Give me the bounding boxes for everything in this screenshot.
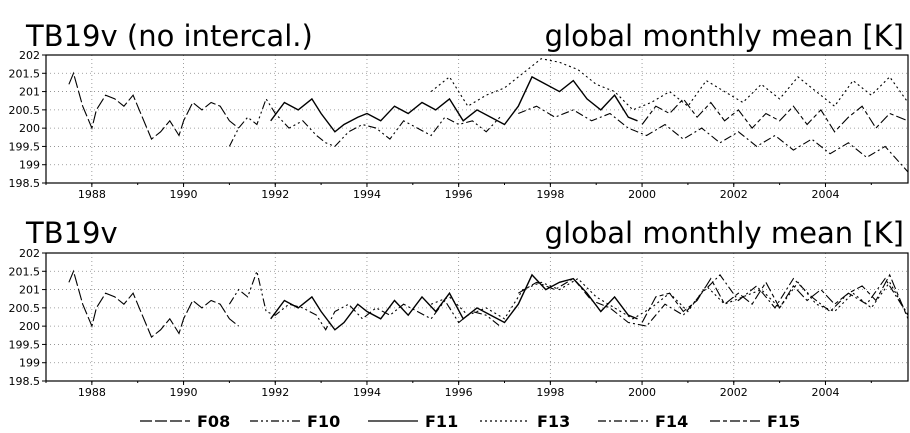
series-line-f08	[68, 71, 239, 140]
legend-item-f08: F08	[140, 412, 230, 431]
x-tick-label: 1998	[536, 386, 564, 399]
gridlines	[46, 55, 908, 183]
legend-label: F11	[425, 412, 458, 431]
plot-frame	[45, 54, 909, 184]
x-tick-label: 2004	[811, 386, 839, 399]
plot-frame	[45, 252, 909, 382]
series-line-f10	[228, 97, 501, 148]
series-line-f08	[68, 269, 239, 338]
x-tick-label: 2000	[628, 386, 656, 399]
x-tick-label: 1998	[536, 188, 564, 201]
series-line-f14	[518, 274, 909, 327]
x-tick-label: 1994	[353, 188, 381, 201]
x-axis: 1988 1990 1992 1994 1996 1998 2000 2002 2004	[45, 381, 872, 399]
y-tick-label: 199	[19, 159, 40, 172]
y-tick-label: 201.5	[9, 67, 41, 80]
legend: F08 F10 F11 F13 F14 F15	[140, 412, 800, 431]
y-tick-label: 201	[19, 86, 40, 99]
y-tick-label: 201	[19, 284, 40, 297]
y-tick-label: 199.5	[9, 140, 41, 153]
x-tick-label: 2000	[628, 188, 656, 201]
x-tick-label: 1992	[261, 188, 289, 201]
y-axis: 198.5 199 199.5 200 200.5 201 201.5 202	[9, 49, 46, 190]
y-axis: 198.5 199 199.5 200 200.5 201 201.5 202	[9, 247, 46, 388]
series-line-f11	[270, 75, 638, 133]
legend-label: F08	[197, 412, 230, 431]
series-line-f11	[270, 273, 638, 331]
legend-item-f10: F10	[250, 412, 340, 431]
legend-label: F10	[307, 412, 340, 431]
series-line-f15	[641, 98, 909, 133]
series-lines	[68, 269, 909, 338]
legend-label: F15	[767, 412, 800, 431]
series-line-f14	[518, 105, 909, 173]
y-tick-label: 201.5	[9, 265, 41, 278]
chart-title-right: global monthly mean [K]	[545, 19, 904, 53]
y-tick-label: 202	[19, 49, 40, 62]
y-tick-label: 199.5	[9, 338, 41, 351]
series-lines	[68, 58, 909, 173]
chart-panel-intercal: TB19v global monthly mean [K] 198.519919…	[9, 216, 909, 399]
y-tick-label: 200	[19, 122, 40, 135]
chart-title-left: TB19v	[25, 216, 118, 250]
x-tick-label: 2002	[720, 386, 748, 399]
legend-label: F13	[537, 412, 570, 431]
y-tick-label: 198.5	[9, 177, 41, 190]
chart-title-left: TB19v (no intercal.)	[25, 19, 313, 53]
x-tick-label: 1988	[78, 188, 106, 201]
legend-label: F14	[655, 412, 688, 431]
y-tick-label: 199	[19, 357, 40, 370]
legend-item-f11: F11	[368, 412, 458, 431]
chart-panel-no-intercal: TB19v (no intercal.) global monthly mean…	[9, 19, 909, 201]
y-tick-label: 198.5	[9, 375, 41, 388]
series-line-f13	[430, 58, 909, 111]
legend-item-f15: F15	[710, 412, 800, 431]
gridlines	[46, 253, 908, 381]
y-tick-label: 202	[19, 247, 40, 260]
legend-item-f13: F13	[480, 412, 570, 431]
y-tick-label: 200	[19, 320, 40, 333]
chart-title-right: global monthly mean [K]	[545, 216, 904, 250]
y-tick-label: 200.5	[9, 302, 41, 315]
series-line-f15	[641, 273, 909, 323]
x-axis: 1988 1990 1992 1994 1996 1998 2000 2002 2004	[45, 183, 872, 201]
x-tick-label: 1990	[170, 386, 198, 399]
x-tick-label: 1992	[261, 386, 289, 399]
series-line-f13	[430, 277, 909, 320]
y-tick-label: 200.5	[9, 104, 41, 117]
legend-item-f14: F14	[598, 412, 688, 431]
x-tick-label: 1994	[353, 386, 381, 399]
x-tick-label: 2002	[720, 188, 748, 201]
x-tick-label: 1996	[445, 386, 473, 399]
x-tick-label: 1988	[78, 386, 106, 399]
series-line-f10	[228, 269, 501, 331]
x-tick-label: 1996	[445, 188, 473, 201]
x-tick-label: 2004	[811, 188, 839, 201]
x-tick-label: 1990	[170, 188, 198, 201]
